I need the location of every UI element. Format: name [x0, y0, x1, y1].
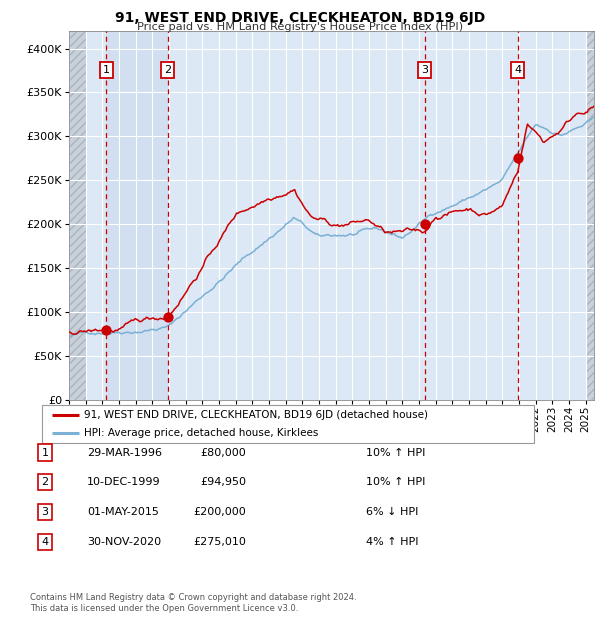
Point	[420, 219, 430, 229]
Text: £275,010: £275,010	[193, 537, 246, 547]
Text: Contains HM Land Registry data © Crown copyright and database right 2024.
This d: Contains HM Land Registry data © Crown c…	[30, 593, 356, 613]
Text: HPI: Average price, detached house, Kirklees: HPI: Average price, detached house, Kirk…	[84, 428, 318, 438]
Text: 1: 1	[103, 64, 110, 75]
Text: 1: 1	[41, 448, 49, 458]
Text: Price paid vs. HM Land Registry's House Price Index (HPI): Price paid vs. HM Land Registry's House …	[137, 22, 463, 32]
Bar	[106, 31, 167, 400]
Text: 91, WEST END DRIVE, CLECKHEATON, BD19 6JD (detached house): 91, WEST END DRIVE, CLECKHEATON, BD19 6J…	[84, 410, 428, 420]
Text: 4: 4	[41, 537, 49, 547]
Text: 6% ↓ HPI: 6% ↓ HPI	[366, 507, 418, 517]
Point	[101, 325, 111, 335]
Text: 2: 2	[164, 64, 171, 75]
Text: 10% ↑ HPI: 10% ↑ HPI	[366, 477, 425, 487]
Text: £94,950: £94,950	[200, 477, 246, 487]
Text: 29-MAR-1996: 29-MAR-1996	[87, 448, 162, 458]
Text: 4% ↑ HPI: 4% ↑ HPI	[366, 537, 419, 547]
Point	[513, 153, 523, 163]
Text: £80,000: £80,000	[200, 448, 246, 458]
Text: 10% ↑ HPI: 10% ↑ HPI	[366, 448, 425, 458]
Text: 2: 2	[41, 477, 49, 487]
Text: 3: 3	[41, 507, 49, 517]
Text: 01-MAY-2015: 01-MAY-2015	[87, 507, 159, 517]
Bar	[69, 31, 86, 400]
FancyBboxPatch shape	[42, 405, 534, 443]
Text: 91, WEST END DRIVE, CLECKHEATON, BD19 6JD: 91, WEST END DRIVE, CLECKHEATON, BD19 6J…	[115, 11, 485, 25]
Text: £200,000: £200,000	[193, 507, 246, 517]
Text: 10-DEC-1999: 10-DEC-1999	[87, 477, 161, 487]
Text: 4: 4	[514, 64, 521, 75]
Text: 30-NOV-2020: 30-NOV-2020	[87, 537, 161, 547]
Point	[163, 311, 172, 321]
Bar	[586, 31, 594, 400]
Text: 3: 3	[421, 64, 428, 75]
